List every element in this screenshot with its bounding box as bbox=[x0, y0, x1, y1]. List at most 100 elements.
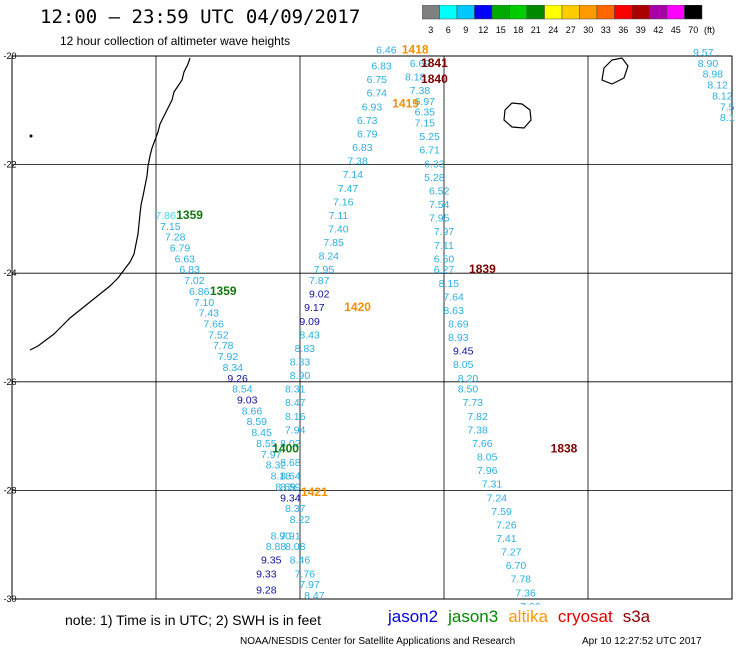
wave-height-label: 8.31 bbox=[285, 384, 306, 396]
wave-height-label: 7.87 bbox=[309, 275, 330, 287]
scale-value: 24 bbox=[548, 25, 558, 35]
altimeter-readings: 7.867.157.286.796.636.837.026.867.107.43… bbox=[155, 42, 734, 605]
wave-height-label: 7.41 bbox=[496, 533, 517, 545]
wave-height-label: 8.24 bbox=[319, 251, 340, 263]
wave-height-label: 9.57 bbox=[693, 47, 714, 59]
lat-tick-label: -22 bbox=[3, 160, 16, 170]
wave-height-label: 6.83 bbox=[352, 142, 373, 154]
wave-height-label: 6.69 bbox=[410, 58, 431, 70]
wave-height-label: 9.35 bbox=[261, 555, 282, 567]
wave-height-label: 8.55 bbox=[256, 438, 277, 450]
wave-height-label: 7.95 bbox=[429, 213, 450, 225]
wave-height-label: 9.34 bbox=[280, 492, 301, 504]
madagascar-coastline bbox=[29, 57, 191, 351]
wave-height-label: 8.98 bbox=[703, 69, 724, 81]
mauritius-island bbox=[601, 57, 629, 85]
wave-height-label: 8.1 bbox=[720, 112, 735, 124]
wave-height-label: 7.36 bbox=[515, 587, 536, 599]
wave-height-label: 7.66 bbox=[203, 319, 224, 331]
wave-height-label: 8.66 bbox=[242, 405, 263, 417]
small-island bbox=[29, 134, 33, 138]
wave-height-label: 7.27 bbox=[501, 547, 522, 559]
scale-value: 6 bbox=[446, 25, 451, 35]
wave-height-label: 8.59 bbox=[280, 481, 301, 493]
wave-height-label: 6.75 bbox=[367, 74, 388, 86]
wave-height-label: 8.34 bbox=[223, 362, 244, 374]
wave-height-label: 6.86 bbox=[189, 286, 210, 298]
legend-s3a: s3a bbox=[622, 607, 651, 626]
wave-height-label: 8.22 bbox=[290, 514, 311, 526]
wave-height-label: 6.79 bbox=[357, 128, 378, 140]
scale-value: 30 bbox=[583, 25, 593, 35]
wave-height-label: 7.52 bbox=[208, 329, 229, 341]
legend-cryosat: cryosat bbox=[557, 607, 613, 626]
wave-height-label: 8.43 bbox=[299, 329, 320, 341]
scale-value: 12 bbox=[478, 25, 488, 35]
wave-height-label: 8.46 bbox=[290, 555, 311, 567]
pass-time-label: 1359 bbox=[210, 284, 237, 298]
wave-height-label: 7.47 bbox=[338, 183, 359, 195]
wave-height-label: 7.66 bbox=[472, 438, 493, 450]
wave-height-label: 8.90 bbox=[290, 370, 311, 382]
scale-value: 42 bbox=[653, 25, 663, 35]
wave-height-label: 8.68 bbox=[280, 457, 301, 469]
scale-value: 18 bbox=[513, 25, 523, 35]
map-grid bbox=[11, 55, 733, 600]
scale-unit: (ft) bbox=[704, 25, 715, 35]
wave-height-label: 7.97 bbox=[261, 449, 282, 461]
wave-height-label: 7.38 bbox=[347, 156, 368, 168]
wave-height-label: 5.28 bbox=[424, 172, 445, 184]
pass-time-label: 1840 bbox=[421, 72, 448, 86]
wave-height-label: 7.73 bbox=[463, 397, 484, 409]
lat-tick-label: -26 bbox=[3, 377, 16, 387]
legend-altika: altika bbox=[508, 607, 548, 626]
wave-height-label: 7.97 bbox=[434, 226, 455, 238]
scale-value: 21 bbox=[531, 25, 541, 35]
wave-height-color-scale: 3 6 9 12 15 18 21 24 27 30 33 36 39 42 45 70 (ft) bbox=[422, 5, 715, 35]
wave-height-label: 7.54 bbox=[429, 199, 450, 211]
wave-height-label: 7.15 bbox=[415, 118, 436, 130]
pass-time-label: 1841 bbox=[421, 56, 448, 70]
wave-height-label: 6.63 bbox=[175, 253, 196, 265]
wave-height-label: 8.05 bbox=[477, 452, 498, 464]
wave-height-label: 7.95 bbox=[314, 264, 335, 276]
wave-height-label: 6.50 bbox=[434, 253, 455, 265]
wave-height-label: 8.63 bbox=[443, 305, 464, 317]
wave-height-label: 6.27 bbox=[434, 264, 455, 276]
wave-height-label: 9.45 bbox=[453, 346, 474, 358]
wave-height-label: 7.14 bbox=[343, 169, 364, 181]
wave-height-label: 8.02 bbox=[280, 438, 301, 450]
scale-value: 33 bbox=[601, 25, 611, 35]
wave-height-label: 6.70 bbox=[506, 560, 527, 572]
wave-height-label: 6.79 bbox=[170, 242, 191, 254]
wave-height-label: 9.02 bbox=[309, 289, 330, 301]
pass-time-label: 1359 bbox=[176, 208, 203, 222]
wave-height-label: 6.71 bbox=[419, 145, 440, 157]
pass-time-label: 1418 bbox=[402, 42, 429, 56]
wave-height-label: 7.91 bbox=[280, 530, 301, 542]
wave-height-label: 7.38 bbox=[410, 85, 431, 97]
wave-height-label: 7.97 bbox=[299, 579, 320, 591]
wave-height-label: 8.90 bbox=[271, 530, 292, 542]
scale-value: 27 bbox=[566, 25, 576, 35]
wave-height-label: 8.64 bbox=[280, 471, 301, 483]
wave-height-label: 6.93 bbox=[362, 101, 383, 113]
scale-value: 39 bbox=[636, 25, 646, 35]
footer-note: note: 1) Time is in UTC; 2) SWH is in fe… bbox=[65, 612, 321, 628]
pass-time-label: 1420 bbox=[344, 300, 371, 314]
wave-height-label: 9.17 bbox=[304, 302, 325, 314]
wave-height-label: 8.16 bbox=[285, 411, 306, 423]
wave-height-label: 8.45 bbox=[251, 427, 272, 439]
scale-value: 45 bbox=[671, 25, 681, 35]
wave-height-label: 7.96 bbox=[477, 465, 498, 477]
wave-height-label: 9.09 bbox=[299, 316, 320, 328]
wave-height-label: 8.93 bbox=[448, 332, 469, 344]
footer-credit: NOAA/NESDIS Center for Satellite Applica… bbox=[240, 636, 516, 647]
pass-time-label: 1419 bbox=[392, 97, 419, 111]
wave-height-label: 8.59 bbox=[247, 416, 268, 428]
wave-height-label: 7.40 bbox=[328, 223, 349, 235]
footer-timestamp: Apr 10 12:27:52 UTC 2017 bbox=[582, 636, 702, 647]
pass-time-label: 1421 bbox=[301, 485, 328, 499]
scale-swatch bbox=[684, 5, 703, 20]
wave-height-label: 9.03 bbox=[237, 395, 258, 407]
